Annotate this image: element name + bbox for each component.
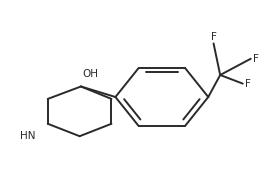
Text: OH: OH xyxy=(82,69,98,79)
Text: F: F xyxy=(211,32,217,42)
Text: F: F xyxy=(253,54,259,64)
Text: HN: HN xyxy=(20,131,36,141)
Text: F: F xyxy=(245,79,251,89)
